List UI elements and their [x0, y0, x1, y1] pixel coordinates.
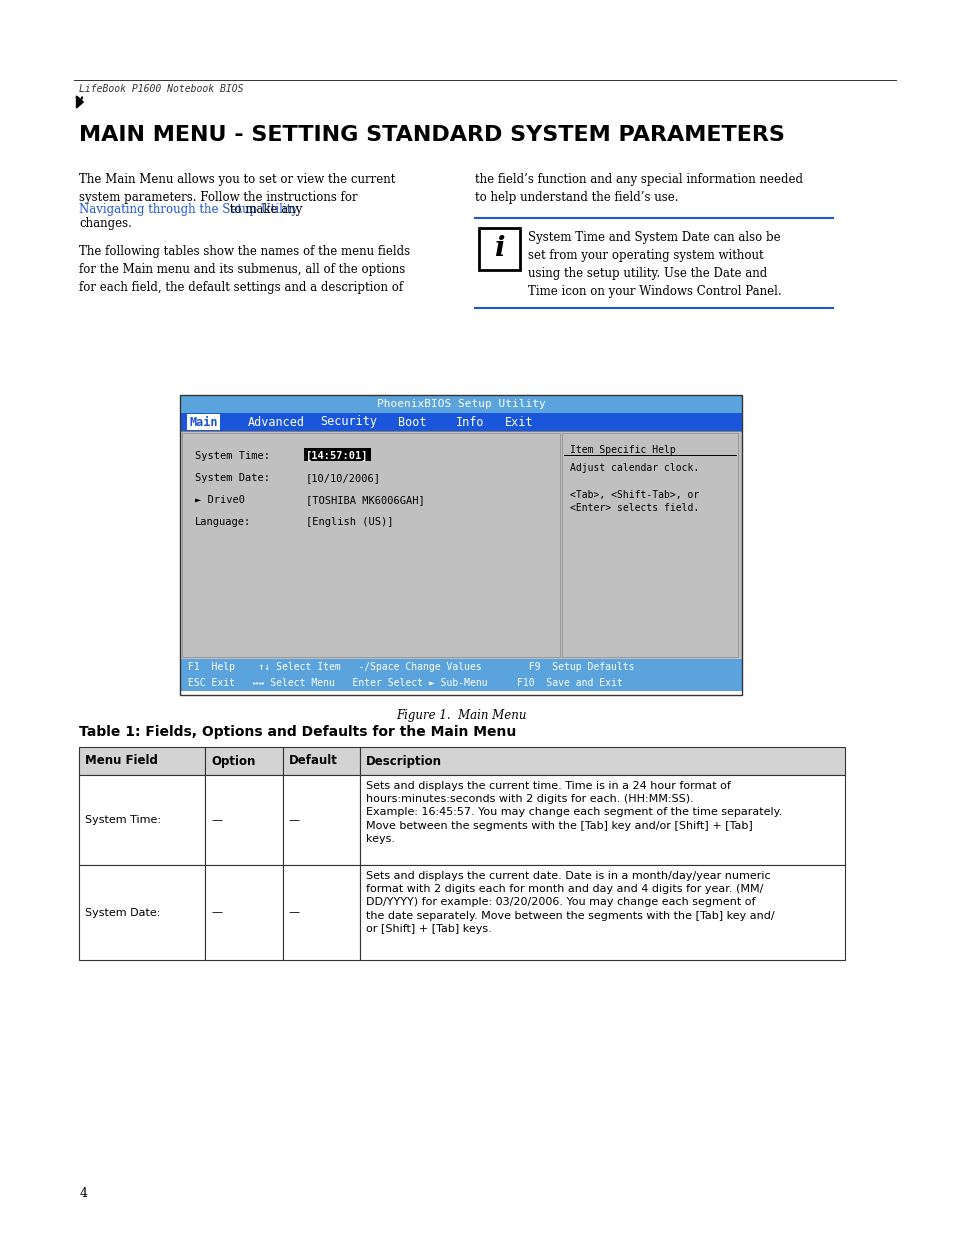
Bar	[205, 776, 282, 864]
Bar	[561, 433, 738, 657]
Text: F1  Help    ↑↓ Select Item   -/Space Change Values        F9  Setup Defaults: F1 Help ↑↓ Select Item -/Space Change Va…	[188, 662, 634, 672]
Bar	[282, 776, 360, 864]
Text: to make any: to make any	[226, 203, 302, 216]
Bar	[304, 448, 371, 461]
Text: —: —	[289, 815, 299, 825]
Text: <Tab>, <Shift-Tab>, or
<Enter> selects field.: <Tab>, <Shift-Tab>, or <Enter> selects f…	[569, 490, 699, 514]
Bar	[180, 676, 741, 692]
Text: Language:: Language:	[194, 517, 251, 527]
Text: 4: 4	[79, 1187, 88, 1200]
Bar	[180, 659, 741, 676]
Text: Option: Option	[211, 755, 255, 767]
Bar	[282, 747, 360, 776]
Text: [10/10/2006]: [10/10/2006]	[306, 473, 380, 483]
Bar	[180, 395, 741, 695]
Bar	[187, 414, 219, 430]
Text: Security: Security	[320, 415, 377, 429]
Text: The following tables show the names of the menu fields
for the Main menu and its: The following tables show the names of t…	[79, 245, 410, 294]
Text: Navigating through the Setup Utility: Navigating through the Setup Utility	[79, 203, 298, 216]
Text: i: i	[494, 236, 504, 263]
Bar	[479, 228, 519, 270]
Text: The Main Menu allows you to set or view the current
system parameters. Follow th: The Main Menu allows you to set or view …	[79, 173, 395, 222]
Text: —: —	[211, 815, 222, 825]
Bar	[180, 431, 741, 659]
Text: LifeBook P1600 Notebook BIOS: LifeBook P1600 Notebook BIOS	[79, 84, 244, 94]
Text: Figure 1.  Main Menu: Figure 1. Main Menu	[395, 709, 526, 722]
Text: Description: Description	[366, 755, 441, 767]
Text: Exit: Exit	[504, 415, 533, 429]
Text: [English (US)]: [English (US)]	[306, 517, 394, 527]
Bar	[360, 747, 843, 776]
Text: Default: Default	[289, 755, 337, 767]
Bar	[79, 776, 205, 864]
Text: [TOSHIBA MK6006GAH]: [TOSHIBA MK6006GAH]	[306, 495, 424, 505]
Text: —: —	[211, 908, 222, 918]
Polygon shape	[76, 96, 83, 107]
Text: System Date:: System Date:	[194, 473, 270, 483]
Bar	[182, 433, 559, 657]
Text: System Time and System Date can also be
set from your operating system without
u: System Time and System Date can also be …	[527, 231, 781, 298]
Text: ESC Exit   ↔↔ Select Menu   Enter Select ► Sub-Menu     F10  Save and Exit: ESC Exit ↔↔ Select Menu Enter Select ► S…	[188, 678, 622, 688]
Text: [14:57:01]: [14:57:01]	[306, 451, 368, 461]
Bar	[205, 747, 282, 776]
Bar	[79, 864, 205, 960]
Text: Sets and displays the current time. Time is in a 24 hour format of
hours:minutes: Sets and displays the current time. Time…	[366, 781, 781, 844]
Text: MAIN MENU - SETTING STANDARD SYSTEM PARAMETERS: MAIN MENU - SETTING STANDARD SYSTEM PARA…	[79, 125, 784, 144]
Text: Item Specific Help: Item Specific Help	[569, 445, 675, 454]
Text: PhoenixBIOS Setup Utility: PhoenixBIOS Setup Utility	[376, 399, 545, 409]
Text: the field’s function and any special information needed
to help understand the f: the field’s function and any special inf…	[474, 173, 801, 204]
Text: Info: Info	[456, 415, 484, 429]
Text: Main: Main	[190, 415, 218, 429]
Bar	[180, 412, 741, 431]
Text: Boot: Boot	[397, 415, 426, 429]
Text: —: —	[289, 908, 299, 918]
Bar	[360, 864, 843, 960]
Text: ► Drive0: ► Drive0	[194, 495, 244, 505]
Text: changes.: changes.	[79, 217, 132, 230]
Text: Advanced: Advanced	[248, 415, 305, 429]
Bar	[205, 864, 282, 960]
Bar	[282, 864, 360, 960]
Text: Sets and displays the current date. Date is in a month/day/year numeric
format w: Sets and displays the current date. Date…	[366, 871, 774, 934]
Text: Adjust calendar clock.: Adjust calendar clock.	[569, 463, 699, 473]
Bar	[360, 776, 843, 864]
Text: Table 1: Fields, Options and Defaults for the Main Menu: Table 1: Fields, Options and Defaults fo…	[79, 725, 517, 739]
Bar	[180, 395, 741, 412]
Bar	[79, 747, 205, 776]
Text: Menu Field: Menu Field	[85, 755, 158, 767]
Text: System Time:: System Time:	[85, 815, 161, 825]
Text: System Date:: System Date:	[85, 908, 160, 918]
Text: System Time:: System Time:	[194, 451, 270, 461]
